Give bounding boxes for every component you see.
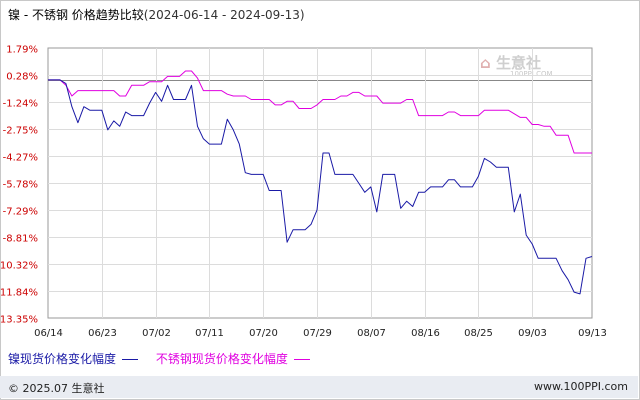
y-tick-label: -5.78% bbox=[3, 180, 38, 191]
date-range: (2024-06-14 - 2024-09-13) bbox=[143, 8, 305, 22]
series-line-stainless bbox=[48, 70, 592, 154]
y-tick-label: 1.79% bbox=[6, 45, 38, 56]
watermark-url: 100PPI.COM bbox=[510, 70, 553, 78]
legend: 镍现货价格变化幅度 不锈钢现货价格变化幅度 bbox=[8, 350, 324, 367]
legend-label-nickel: 镍现货价格变化幅度 bbox=[8, 352, 117, 366]
site-link[interactable]: www.100PPI.com bbox=[534, 380, 628, 393]
footer: © 2025.07 生意社 www.100PPI.com bbox=[0, 376, 638, 398]
legend-swatch-nickel bbox=[122, 359, 139, 360]
x-tick-label: 09/03 bbox=[518, 328, 547, 339]
legend-label-stainless: 不锈钢现货价格变化幅度 bbox=[155, 352, 288, 366]
x-tick-label: 06/14 bbox=[34, 328, 63, 339]
x-tick-label: 07/20 bbox=[249, 328, 278, 339]
y-tick-label: -8.81% bbox=[3, 234, 38, 245]
y-tick-label: -4.27% bbox=[3, 153, 38, 164]
house-icon: ⌂ bbox=[480, 54, 491, 72]
chart-title: 镍 - 不锈钢 价格趋势比较(2024-06-14 - 2024-09-13) bbox=[8, 6, 305, 23]
y-tick-label: -2.75% bbox=[3, 126, 38, 137]
y-tick-label: -11.84% bbox=[0, 288, 38, 299]
series-line-nickel bbox=[48, 79, 593, 295]
x-tick-label: 07/29 bbox=[303, 328, 332, 339]
y-tick-label: -13.35% bbox=[0, 315, 38, 326]
chart-title-text: 镍 - 不锈钢 价格趋势比较 bbox=[8, 8, 144, 22]
legend-swatch-stainless bbox=[293, 359, 310, 360]
y-tick-label: -1.24% bbox=[3, 99, 38, 110]
watermark-name: 生意社 bbox=[495, 54, 541, 72]
copyright-text: © 2025.07 生意社 bbox=[8, 382, 105, 395]
x-tick-label: 09/13 bbox=[578, 328, 607, 339]
x-tick-label: 08/07 bbox=[357, 328, 386, 339]
watermark-logo: ⌂ 生意社 100PPI.COM bbox=[480, 52, 553, 78]
y-tick-label: 0.28% bbox=[6, 72, 38, 83]
x-tick-label: 07/11 bbox=[195, 328, 224, 339]
x-tick-label: 08/25 bbox=[464, 328, 493, 339]
x-tick-label: 07/02 bbox=[142, 328, 171, 339]
y-tick-label: -10.32% bbox=[0, 261, 38, 272]
x-tick-label: 08/16 bbox=[411, 328, 440, 339]
y-tick-label: -7.29% bbox=[3, 207, 38, 218]
legend-item-nickel: 镍现货价格变化幅度 bbox=[8, 350, 139, 367]
legend-item-stainless: 不锈钢现货价格变化幅度 bbox=[156, 350, 310, 367]
x-tick-label: 06/23 bbox=[88, 328, 117, 339]
